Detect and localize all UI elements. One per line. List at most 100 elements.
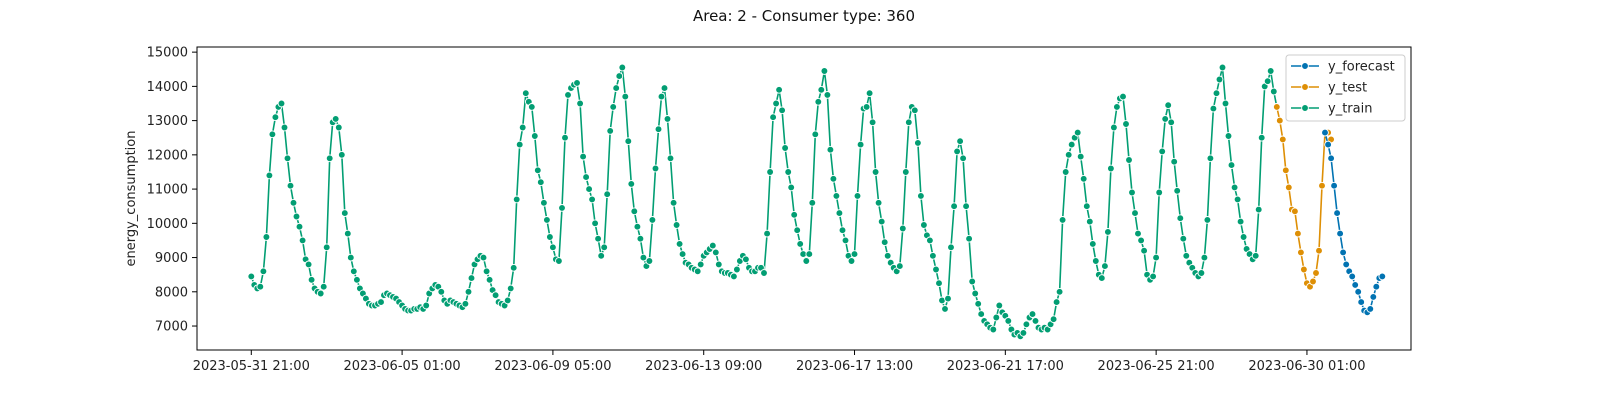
data-point (618, 63, 627, 72)
data-point (1107, 164, 1115, 173)
data-point (630, 207, 639, 216)
data-point (763, 229, 771, 238)
data-point (841, 236, 850, 245)
data-point (304, 260, 313, 269)
data-point (1324, 140, 1332, 149)
data-point (1058, 216, 1067, 224)
data-point (1088, 240, 1097, 248)
x-tick-label: 2023-06-09 05:00 (494, 359, 611, 374)
data-point (1369, 293, 1378, 301)
data-point (633, 222, 642, 231)
data-point (1149, 272, 1157, 281)
data-point (651, 164, 660, 173)
data-point (829, 174, 838, 183)
data-point (678, 250, 687, 258)
data-point (968, 277, 977, 286)
data-point (693, 267, 702, 276)
data-point (1049, 315, 1058, 324)
data-point (805, 250, 814, 258)
data-point (802, 257, 811, 265)
data-point (467, 274, 476, 282)
data-point (895, 262, 904, 270)
data-point (663, 115, 672, 123)
data-point (1291, 207, 1299, 216)
data-point (1019, 329, 1028, 337)
data-point (1254, 205, 1263, 214)
data-point (286, 181, 295, 190)
data-point (1128, 188, 1136, 197)
data-point (730, 272, 738, 281)
data-point (527, 103, 536, 111)
data-point (787, 183, 796, 192)
y-tick-label: 11000 (147, 183, 188, 198)
data-point (597, 251, 606, 260)
data-point (1134, 229, 1142, 238)
data-point (591, 219, 599, 228)
data-point (708, 241, 717, 250)
data-point (696, 260, 705, 269)
data-point (711, 248, 720, 257)
data-point (1227, 161, 1236, 169)
data-point (1131, 209, 1139, 217)
data-point (1140, 246, 1148, 255)
data-point (1158, 147, 1167, 156)
data-point (1224, 132, 1233, 140)
x-tick-label: 2023-06-21 17:00 (947, 359, 1064, 374)
data-point (337, 150, 346, 159)
y-tick-label: 14000 (147, 80, 188, 95)
data-point (265, 171, 274, 180)
data-point (977, 310, 986, 318)
chart-title: Area: 2 - Consumer type: 360 (693, 7, 915, 25)
data-point (422, 301, 431, 310)
data-point (953, 147, 961, 156)
data-point (778, 106, 786, 115)
data-point (1294, 229, 1302, 238)
legend-entry: y_train (1291, 102, 1372, 117)
data-point (1230, 183, 1239, 192)
legend-entry: y_test (1291, 81, 1367, 96)
data-point (1137, 236, 1145, 245)
data-point (271, 113, 280, 122)
data-point (331, 115, 340, 123)
data-point (820, 67, 829, 75)
data-point (856, 140, 865, 149)
data-point (962, 202, 970, 211)
data-point (277, 99, 286, 108)
data-point (582, 173, 590, 181)
data-point (636, 234, 645, 243)
data-point (826, 145, 835, 154)
data-point (784, 168, 793, 176)
data-point (1215, 75, 1224, 84)
x-tick-label: 2023-06-25 21:00 (1098, 359, 1215, 374)
data-point (1179, 234, 1188, 243)
data-point (808, 198, 817, 207)
data-point (588, 195, 596, 204)
data-point (1209, 104, 1218, 113)
data-point (1378, 272, 1387, 281)
data-point (353, 275, 361, 284)
data-point (666, 154, 675, 163)
data-point (1004, 317, 1013, 325)
data-point (464, 287, 473, 296)
data-point (947, 243, 955, 252)
data-point (624, 137, 633, 146)
data-point (742, 255, 750, 264)
data-point (883, 251, 892, 260)
data-point (793, 226, 802, 235)
data-point (853, 192, 862, 200)
data-point (549, 243, 557, 252)
data-point (790, 210, 799, 219)
legend-marker (1301, 83, 1309, 91)
data-point (974, 299, 983, 308)
data-point (594, 234, 602, 243)
data-point (1091, 257, 1100, 265)
data-point (1272, 103, 1281, 111)
data-point (992, 313, 1001, 322)
data-point (606, 127, 615, 135)
series-y-train (247, 63, 1281, 341)
y-tick-label: 9000 (155, 251, 188, 266)
data-point (941, 305, 949, 313)
y-tick-label: 10000 (147, 217, 188, 232)
data-point (479, 253, 488, 262)
data-point (766, 168, 774, 176)
